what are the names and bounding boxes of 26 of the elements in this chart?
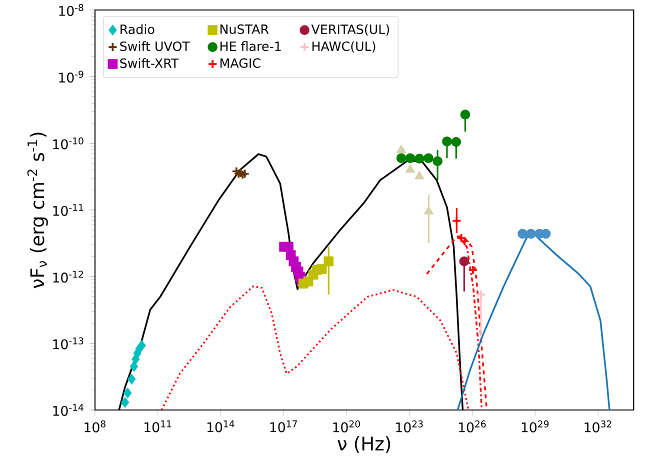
y-tick-label: 10$^{-14}$ bbox=[53, 404, 84, 416]
y-tick-label: 10$^{-9}$ bbox=[59, 70, 84, 83]
legend-label: HAWC(UL) bbox=[312, 41, 376, 53]
legend-label: Radio bbox=[120, 24, 154, 34]
x-tick-label: 10$^{32}$ bbox=[584, 420, 612, 432]
y-tick-label: 10$^{-11}$ bbox=[53, 204, 84, 216]
x-tick-label: 10$^{29}$ bbox=[522, 420, 549, 432]
x-tick-label: 10$^{14}$ bbox=[207, 420, 234, 432]
x-tick-label: 10$^{11}$ bbox=[144, 420, 172, 432]
legend-label: VERITAS(UL) bbox=[311, 24, 390, 36]
x-tick-label: 10$^{20}$ bbox=[333, 420, 360, 432]
x-axis-title: ν (Hz) bbox=[338, 436, 390, 453]
legend-label: HE flare-1 bbox=[220, 41, 281, 52]
y-tick-label: 10$^{-10}$ bbox=[53, 137, 84, 150]
legend-label: Swift-XRT bbox=[120, 58, 179, 68]
legend-label: MAGIC bbox=[220, 58, 260, 68]
legend-label: NuSTAR bbox=[220, 24, 269, 34]
x-tick-label: 10$^{23}$ bbox=[396, 420, 423, 432]
y-tick-label: 10$^{-12}$ bbox=[53, 270, 83, 283]
y-axis-title: νF$_{ν}$ (erg cm$^{-2}$ s$^{-1}$) bbox=[27, 132, 48, 288]
legend-label: Swift UVOT bbox=[120, 41, 190, 52]
y-tick-label: 10$^{-13}$ bbox=[53, 337, 84, 350]
x-tick-label: 10$^{8}$ bbox=[84, 420, 106, 432]
x-tick-label: 10$^{26}$ bbox=[459, 420, 486, 432]
y-tick-label: 10$^{-8}$ bbox=[59, 4, 84, 16]
x-tick-label: 10$^{17}$ bbox=[270, 420, 297, 432]
